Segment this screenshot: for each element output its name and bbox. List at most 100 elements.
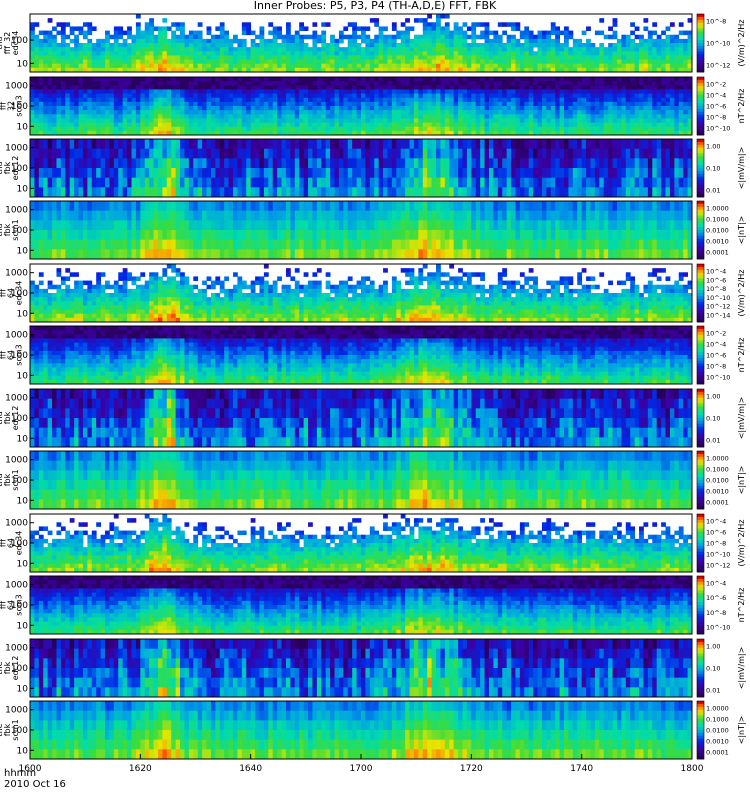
spectrogram-cell bbox=[669, 67, 675, 73]
spectrogram-cell bbox=[193, 114, 199, 119]
spectrogram-cell bbox=[436, 97, 441, 103]
spectrogram-cell bbox=[594, 187, 600, 198]
spectrogram-cell bbox=[586, 47, 591, 52]
spectrogram-cell bbox=[453, 130, 459, 136]
spectrogram-cell bbox=[60, 38, 66, 44]
spectrogram-cell bbox=[285, 47, 291, 52]
spectrogram-cell bbox=[369, 139, 375, 150]
spectrogram-cell bbox=[237, 85, 243, 90]
spectrogram-cell bbox=[418, 158, 424, 169]
spectrogram-cell bbox=[78, 101, 84, 107]
spectrogram-cell bbox=[69, 51, 75, 56]
spectrogram-cell bbox=[515, 43, 521, 48]
spectrogram-cell bbox=[603, 93, 609, 99]
spectrogram-cell bbox=[378, 148, 384, 159]
color-bar-segment bbox=[697, 108, 704, 113]
spectrogram-cell bbox=[197, 47, 203, 52]
spectrogram-cell bbox=[683, 106, 688, 111]
spectrogram-cell bbox=[30, 210, 35, 221]
spectrogram-cell bbox=[157, 118, 163, 123]
y-axis-label-line: tha bbox=[0, 161, 4, 174]
spectrogram-cell bbox=[436, 51, 441, 56]
spectrogram-cell bbox=[87, 63, 93, 69]
spectrogram-cell bbox=[210, 106, 216, 111]
spectrogram-cell bbox=[233, 93, 238, 99]
spectrogram-cell bbox=[608, 97, 613, 103]
spectrogram-cell bbox=[515, 77, 521, 82]
spectrogram-cell bbox=[586, 59, 591, 65]
spectrogram-cell bbox=[603, 81, 609, 86]
spectrogram-cell bbox=[277, 43, 282, 48]
spectrogram-cell bbox=[43, 59, 49, 65]
spectrogram-cell bbox=[612, 97, 618, 103]
spectrogram-cell bbox=[409, 130, 415, 136]
spectrogram-cell bbox=[449, 139, 455, 150]
spectrogram-cell bbox=[497, 158, 503, 169]
spectrogram-cell bbox=[484, 187, 490, 198]
spectrogram-cell bbox=[210, 148, 216, 159]
spectrogram-cell bbox=[224, 110, 229, 115]
spectrogram-cell bbox=[224, 122, 229, 128]
spectrogram-cell bbox=[669, 59, 675, 65]
spectrogram-cell bbox=[590, 51, 596, 56]
spectrogram-cell bbox=[171, 59, 177, 65]
spectrogram-cell bbox=[43, 220, 49, 231]
spectrogram-cell bbox=[533, 85, 538, 90]
spectrogram-cell bbox=[162, 18, 168, 23]
spectrogram-cell bbox=[140, 93, 146, 99]
spectrogram-cell bbox=[674, 148, 680, 159]
spectrogram-cell bbox=[352, 47, 357, 52]
spectrogram-cell bbox=[180, 77, 185, 82]
spectrogram-cell bbox=[175, 81, 181, 86]
spectrogram-cell bbox=[678, 55, 684, 60]
spectrogram-cell bbox=[471, 59, 477, 65]
spectrogram-cell bbox=[30, 148, 35, 159]
spectrogram-cell bbox=[224, 85, 229, 90]
spectrogram-cell bbox=[656, 168, 662, 179]
spectrogram-cell bbox=[590, 85, 596, 90]
spectrogram-cell bbox=[387, 43, 393, 48]
spectrogram-cell bbox=[52, 47, 57, 52]
spectrogram-cell bbox=[647, 30, 653, 36]
spectrogram-cell bbox=[74, 89, 79, 94]
spectrogram-cell bbox=[458, 130, 463, 136]
spectrogram-cell bbox=[612, 59, 618, 65]
spectrogram-cell bbox=[497, 110, 503, 115]
spectrogram-cell bbox=[656, 43, 662, 48]
spectrogram-cell bbox=[87, 158, 93, 169]
spectrogram-cell bbox=[541, 187, 547, 198]
spectrogram-cell bbox=[52, 220, 57, 231]
spectrogram-cell bbox=[153, 230, 159, 241]
spectrogram-cell bbox=[413, 187, 419, 198]
spectrogram-cell bbox=[361, 130, 366, 136]
spectrogram-cell bbox=[321, 168, 327, 179]
spectrogram-cell bbox=[233, 230, 238, 241]
spectrogram-cell bbox=[277, 101, 282, 107]
spectrogram-cell bbox=[480, 85, 485, 90]
spectrogram-cell bbox=[153, 26, 159, 31]
spectrogram-cell bbox=[188, 168, 194, 179]
spectrogram-cell bbox=[400, 126, 406, 132]
spectrogram-cell bbox=[268, 158, 274, 169]
spectrogram-cell bbox=[166, 47, 172, 52]
spectrogram-cell bbox=[250, 130, 256, 136]
spectrogram-cell bbox=[369, 114, 375, 119]
spectrogram-cell bbox=[413, 110, 419, 115]
spectrogram-cell bbox=[237, 38, 243, 44]
spectrogram-cell bbox=[387, 97, 393, 103]
spectrogram-cell bbox=[612, 77, 618, 82]
spectrogram-cell bbox=[246, 158, 252, 169]
spectrogram-cell bbox=[60, 47, 66, 52]
spectrogram-cell bbox=[594, 51, 600, 56]
spectrogram-cell bbox=[422, 110, 428, 115]
spectrogram-cell bbox=[246, 30, 252, 36]
spectrogram-cell bbox=[383, 89, 388, 94]
spectrogram-cell bbox=[69, 89, 75, 94]
spectrogram-cell bbox=[91, 43, 97, 48]
spectrogram-cell bbox=[418, 114, 424, 119]
spectrogram-cell bbox=[550, 55, 556, 60]
spectrogram-cell bbox=[533, 110, 538, 115]
spectrogram-cell bbox=[180, 249, 185, 260]
spectrogram-cell bbox=[144, 106, 150, 111]
spectrogram-cell bbox=[524, 59, 530, 65]
